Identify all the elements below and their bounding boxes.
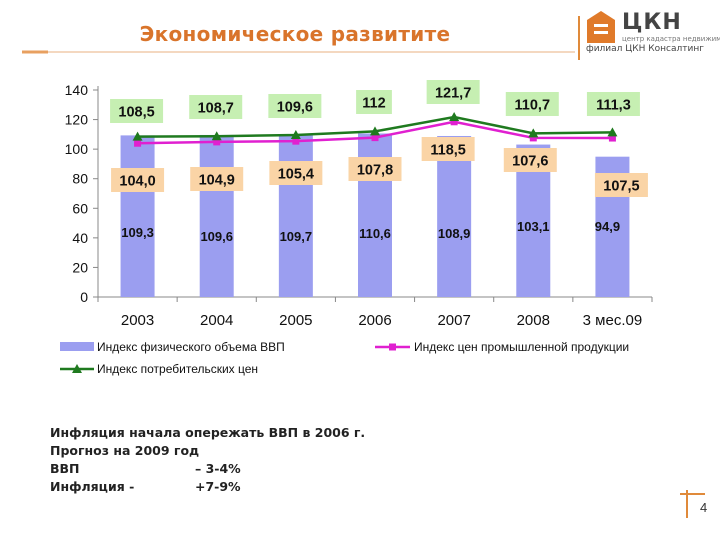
bar-gdp-label: 109,7: [280, 229, 313, 244]
ppi-point: [529, 134, 537, 142]
cpi-data-label: 108,7: [198, 101, 234, 117]
y-tick-label: 120: [65, 112, 89, 128]
note-line-1: Инфляция начала опережать ВВП в 2006 г.: [50, 425, 366, 440]
y-tick-label: 20: [72, 259, 88, 275]
ppi-data-label-box: [421, 137, 475, 161]
bar-gdp: [278, 134, 313, 297]
bar-gdp-label: 110,6: [359, 226, 391, 241]
ppi-data-label-box: [503, 148, 557, 172]
cpi-data-label-box: [586, 92, 640, 116]
cpi-data-label-box: [189, 95, 243, 119]
y-tick-label: 40: [72, 230, 88, 246]
cpi-point: [528, 128, 539, 138]
ppi-data-label: 107,8: [357, 163, 393, 179]
bar-gdp-label: 108,9: [438, 226, 471, 241]
page-title: Экономическое развитите: [139, 22, 451, 46]
x-tick-label: 2005: [279, 312, 312, 329]
bar-gdp: [120, 135, 155, 297]
logo-main-text: ЦКН: [622, 10, 682, 35]
bar-gdp: [199, 134, 234, 297]
note-gdp-value: – 3-4%: [195, 461, 241, 476]
note-gdp-row: ВВП – 3-4%: [50, 460, 365, 478]
note-inflation-value: +7-9%: [195, 479, 241, 494]
bar-gdp: [437, 135, 472, 297]
ppi-point: [371, 134, 379, 142]
cpi-point: [370, 126, 380, 136]
ppi-data-label-box: [111, 168, 165, 192]
cpi-point: [132, 131, 143, 141]
cpi-point: [607, 127, 618, 137]
legend-ppi-marker: [389, 343, 396, 351]
ppi-data-label: 118,5: [430, 143, 466, 159]
x-tick-label: 2006: [358, 312, 391, 329]
note-line-2: Прогноз на 2009 год: [50, 443, 200, 458]
x-tick-label: 2004: [200, 312, 233, 329]
ppi-data-label: 107,5: [603, 179, 639, 195]
company-logo: ЦКН центр кадастра недвижимости филиал Ц…: [586, 8, 720, 54]
logo-subtitle-1: центр кадастра недвижимости: [622, 35, 720, 43]
legend-cpi-label: Индекс потребительских цен: [97, 362, 258, 376]
cpi-point: [290, 129, 301, 139]
y-tick-label: 60: [72, 200, 88, 216]
y-tick-label: 0: [80, 289, 88, 305]
ppi-data-label: 107,6: [512, 154, 548, 170]
y-tick-label: 140: [65, 82, 89, 98]
cpi-data-label-box: [110, 99, 164, 123]
cpi-data-label-box: [356, 90, 392, 114]
cpi-data-label-box: [505, 92, 559, 116]
bar-gdp-label: 103,1: [517, 219, 550, 234]
x-tick-label: 2003: [121, 312, 154, 329]
cpi-data-label: 108,5: [118, 105, 154, 121]
note-gdp-label: ВВП: [50, 461, 80, 476]
cpi-data-label-box: [426, 80, 480, 104]
bar-gdp-label: 109,3: [121, 225, 154, 240]
note-inflation-label: Инфляция -: [50, 479, 135, 494]
header-rules: [22, 16, 580, 60]
ppi-point: [292, 137, 300, 145]
cpi-data-label: 121,7: [435, 86, 471, 102]
cpi-data-label: 112: [362, 96, 385, 112]
legend-cpi-marker: [72, 364, 82, 373]
notes-block: Инфляция начала опережать ВВП в 2006 г. …: [50, 424, 365, 496]
x-tick-label: 2008: [517, 312, 550, 329]
ppi-data-label: 104,0: [119, 174, 155, 190]
bar-gdp-label: 94,9: [595, 219, 620, 234]
x-tick-label: 2007: [437, 312, 470, 329]
ppi-data-label-box: [269, 161, 323, 185]
cpi-data-label-box: [268, 94, 322, 118]
x-tick-label: 3 мес.09: [583, 312, 643, 329]
ppi-data-label-box: [594, 173, 648, 197]
ppi-data-label-box: [190, 167, 244, 191]
note-inflation-row: Инфляция - +7-9%: [50, 478, 365, 496]
cpi-data-label: 109,6: [277, 100, 313, 116]
legend-ppi-label: Индекс цен промышленной продукции: [414, 340, 629, 354]
ppi-data-label: 105,4: [278, 167, 314, 183]
chart: 0 20 40 60 80 100 120 140 2003 2004 2005 2006 2007 20…: [60, 80, 653, 376]
ppi-point: [134, 139, 142, 147]
cpi-point: [211, 131, 222, 141]
cpi-point: [449, 112, 460, 122]
ppi-data-label-box: [348, 157, 402, 181]
ppi-point: [213, 138, 221, 146]
cpi-data-label: 111,3: [596, 98, 631, 114]
ppi-point: [608, 134, 616, 142]
logo-house-icon: [587, 11, 615, 43]
legend-gdp-label: Индекс физического объема ВВП: [97, 340, 285, 354]
cpi-data-label: 110,7: [515, 98, 551, 114]
page-corner-mark: [680, 490, 705, 518]
ppi-data-label: 104,9: [199, 173, 235, 189]
ppi-point: [450, 118, 458, 126]
page-number: 4: [700, 500, 708, 515]
y-tick-label: 80: [72, 171, 88, 187]
y-tick-label: 100: [65, 141, 89, 157]
logo-subtitle-2: филиал ЦКН Консалтинг: [586, 44, 704, 54]
legend-gdp-swatch: [60, 342, 94, 351]
bar-gdp-label: 109,6: [200, 229, 233, 244]
